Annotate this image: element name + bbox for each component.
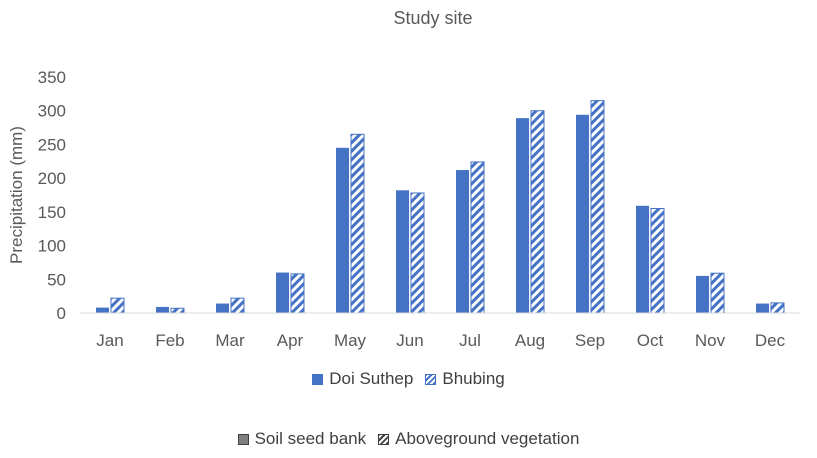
x-tick-label: Feb bbox=[155, 331, 184, 350]
legend-label: Bhubing bbox=[442, 369, 505, 388]
legend-item-bhubing: Bhubing bbox=[425, 369, 505, 389]
bar-bhubing bbox=[770, 302, 785, 314]
x-tick-label: Aug bbox=[515, 331, 545, 350]
bar-bhubing bbox=[290, 273, 305, 314]
bar-doi-suthep bbox=[156, 306, 169, 313]
legend-label: Aboveground vegetation bbox=[395, 429, 580, 448]
bar-doi-suthep bbox=[576, 114, 589, 313]
x-tick-label: Apr bbox=[277, 331, 304, 350]
solid-swatch-icon bbox=[237, 433, 249, 445]
x-tick-label: Jun bbox=[396, 331, 423, 350]
x-tick-label: Sep bbox=[575, 331, 605, 350]
bar-bhubing bbox=[170, 307, 185, 314]
bar-doi-suthep bbox=[96, 307, 109, 313]
bar-bhubing bbox=[110, 297, 125, 314]
x-axis-ticks: Jan Feb Mar Apr May Jun Jul Aug Sep Oct Nov Dec bbox=[96, 331, 785, 350]
chart-title: Study site bbox=[393, 8, 472, 28]
y-axis-ticks: 0 50 100 150 200 250 300 350 bbox=[38, 68, 66, 323]
site-legend: Doi Suthep Bhubing bbox=[0, 369, 817, 389]
bar-doi-suthep bbox=[336, 147, 349, 313]
x-tick-label: Dec bbox=[755, 331, 786, 350]
y-tick-label: 200 bbox=[38, 169, 66, 188]
x-tick-label: Oct bbox=[637, 331, 664, 350]
bar-bhubing bbox=[230, 297, 245, 314]
bars-group bbox=[96, 100, 785, 314]
bar-doi-suthep bbox=[516, 118, 529, 313]
solid-swatch-icon bbox=[312, 373, 324, 385]
bar-doi-suthep bbox=[396, 190, 409, 313]
legend-label: Soil seed bank bbox=[254, 429, 367, 448]
bar-bhubing bbox=[410, 192, 425, 314]
x-tick-label: Mar bbox=[215, 331, 245, 350]
bar-doi-suthep bbox=[216, 303, 229, 313]
x-tick-label: Jul bbox=[459, 331, 481, 350]
bar-bhubing bbox=[350, 133, 365, 314]
y-axis-label: Precipitation (mm) bbox=[7, 126, 26, 264]
bar-bhubing bbox=[590, 100, 605, 314]
bar-doi-suthep bbox=[756, 303, 769, 313]
bar-bhubing bbox=[470, 161, 485, 314]
hatched-swatch-icon bbox=[378, 433, 390, 445]
legend-item-soil-seed-bank: Soil seed bank bbox=[237, 429, 367, 449]
y-tick-label: 0 bbox=[57, 304, 66, 323]
y-tick-label: 150 bbox=[38, 203, 66, 222]
y-tick-label: 300 bbox=[38, 102, 66, 121]
hatched-swatch-icon bbox=[425, 373, 437, 385]
bar-doi-suthep bbox=[456, 170, 469, 313]
precipitation-chart: Study site Precipitation (mm) 0 50 100 150 2… bbox=[7, 8, 800, 350]
y-tick-label: 350 bbox=[38, 68, 66, 87]
y-tick-label: 50 bbox=[47, 270, 66, 289]
legend-label: Doi Suthep bbox=[329, 369, 414, 388]
y-tick-label: 100 bbox=[38, 237, 66, 256]
type-legend: Soil seed bank Aboveground vegetation bbox=[0, 429, 817, 449]
bar-bhubing bbox=[650, 207, 665, 314]
x-tick-label: Jan bbox=[96, 331, 123, 350]
bar-doi-suthep bbox=[636, 205, 649, 313]
bar-doi-suthep bbox=[696, 275, 709, 313]
x-tick-label: Nov bbox=[695, 331, 726, 350]
bar-bhubing bbox=[710, 272, 725, 314]
legend-item-doi-suthep: Doi Suthep bbox=[312, 369, 413, 389]
bar-doi-suthep bbox=[276, 272, 289, 313]
x-tick-label: May bbox=[334, 331, 367, 350]
legend-item-aboveground-vegetation: Aboveground vegetation bbox=[378, 429, 579, 449]
bar-bhubing bbox=[530, 110, 545, 314]
y-tick-label: 250 bbox=[38, 135, 66, 154]
